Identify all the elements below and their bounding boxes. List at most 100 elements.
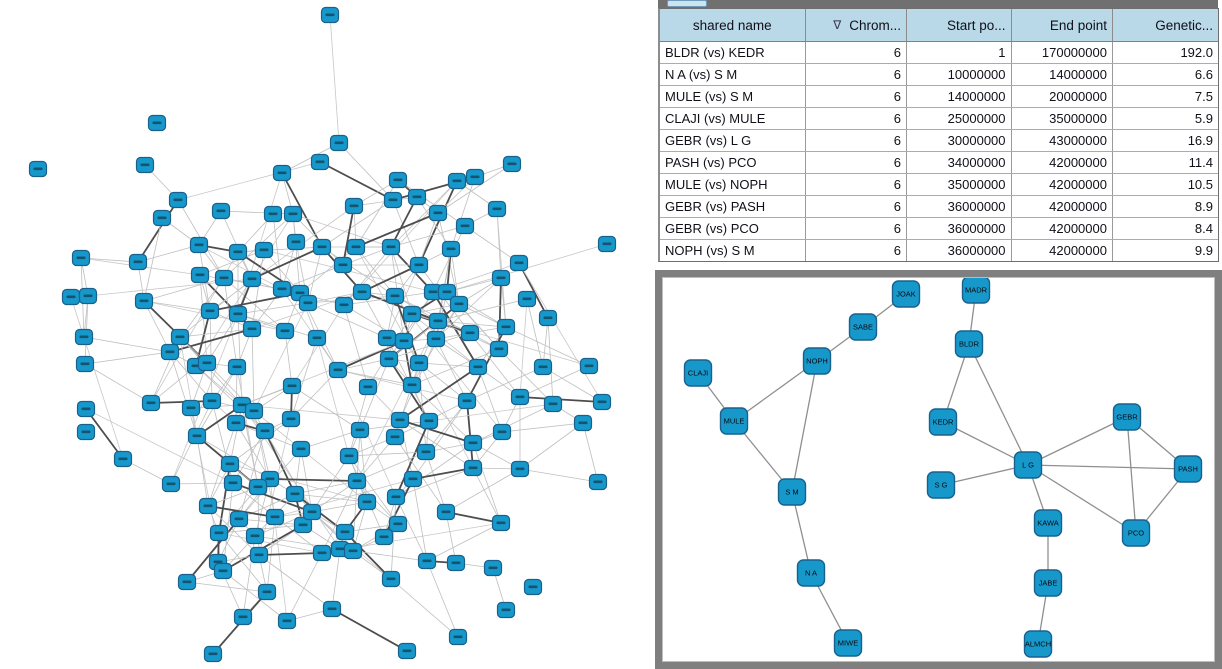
network-node[interactable]: [128, 253, 148, 271]
subnetwork-node[interactable]: KAWA: [1033, 509, 1063, 537]
network-node[interactable]: [510, 388, 530, 406]
network-node[interactable]: [423, 283, 443, 301]
network-node[interactable]: [214, 269, 234, 287]
network-node[interactable]: [449, 295, 469, 313]
network-node[interactable]: [502, 155, 522, 173]
network-node[interactable]: [170, 328, 190, 346]
network-node[interactable]: [388, 515, 408, 533]
network-node[interactable]: [291, 440, 311, 458]
network-node[interactable]: [233, 608, 253, 626]
network-node[interactable]: [386, 488, 406, 506]
network-node[interactable]: [374, 528, 394, 546]
network-node[interactable]: [312, 238, 332, 256]
network-node[interactable]: [298, 294, 318, 312]
network-node[interactable]: [496, 318, 516, 336]
network-node[interactable]: [302, 503, 322, 521]
network-node[interactable]: [344, 197, 364, 215]
network-node[interactable]: [200, 302, 220, 320]
network-node[interactable]: [402, 305, 422, 323]
network-node[interactable]: [190, 266, 210, 284]
table-row[interactable]: MULE (vs) S M 6 14000000 20000000 7.5: [660, 85, 1218, 108]
table-row[interactable]: GEBR (vs) PASH 6 36000000 42000000 8.9: [660, 195, 1218, 218]
network-node[interactable]: [147, 114, 167, 132]
subnetwork-node[interactable]: BLDR: [954, 330, 984, 358]
network-node[interactable]: [394, 332, 414, 350]
network-node[interactable]: [358, 378, 378, 396]
table-row[interactable]: BLDR (vs) KEDR 6 1 170000000 192.0: [660, 41, 1218, 64]
network-node[interactable]: [388, 171, 408, 189]
network-node[interactable]: [310, 153, 330, 171]
subnetwork-node[interactable]: PCO: [1121, 519, 1151, 547]
network-node[interactable]: [244, 402, 264, 420]
network-node[interactable]: [242, 320, 262, 338]
network-node[interactable]: [465, 168, 485, 186]
network-node[interactable]: [76, 423, 96, 441]
network-node[interactable]: [436, 503, 456, 521]
network-node[interactable]: [226, 414, 246, 432]
network-node[interactable]: [409, 256, 429, 274]
network-node[interactable]: [407, 188, 427, 206]
network-node[interactable]: [277, 612, 297, 630]
network-node[interactable]: [416, 443, 436, 461]
subnetwork-node[interactable]: GEBR: [1112, 403, 1142, 431]
table-scrollbar-track[interactable]: [658, 0, 1218, 8]
network-node[interactable]: [463, 434, 483, 452]
network-node[interactable]: [579, 357, 599, 375]
column-header-1[interactable]: ∇ Chrom...: [805, 9, 908, 42]
network-node[interactable]: [455, 217, 475, 235]
network-node[interactable]: [76, 400, 96, 418]
network-node[interactable]: [592, 393, 612, 411]
network-node[interactable]: [320, 6, 340, 24]
network-node[interactable]: [198, 497, 218, 515]
network-node[interactable]: [283, 205, 303, 223]
network-node[interactable]: [113, 450, 133, 468]
network-node[interactable]: [282, 377, 302, 395]
network-node[interactable]: [468, 358, 488, 376]
network-node[interactable]: [242, 270, 262, 288]
network-node[interactable]: [134, 292, 154, 310]
network-node[interactable]: [272, 280, 292, 298]
network-node[interactable]: [383, 191, 403, 209]
column-header-2[interactable]: Start po...: [906, 9, 1012, 42]
table-row[interactable]: GEBR (vs) L G 6 30000000 43000000 16.9: [660, 129, 1218, 152]
network-node[interactable]: [281, 410, 301, 428]
network-node[interactable]: [71, 249, 91, 267]
network-node[interactable]: [328, 361, 348, 379]
network-node[interactable]: [517, 290, 537, 308]
network-node[interactable]: [509, 254, 529, 272]
network-node[interactable]: [510, 460, 530, 478]
network-node[interactable]: [352, 283, 372, 301]
network-node[interactable]: [523, 578, 543, 596]
network-node[interactable]: [307, 329, 327, 347]
network-node[interactable]: [573, 414, 593, 432]
network-node[interactable]: [255, 422, 275, 440]
network-node[interactable]: [419, 412, 439, 430]
network-node[interactable]: [437, 283, 457, 301]
subnetwork-node[interactable]: MADR: [961, 278, 991, 304]
network-node[interactable]: [385, 287, 405, 305]
network-node[interactable]: [160, 343, 180, 361]
network-node[interactable]: [220, 455, 240, 473]
subnetwork-node[interactable]: L G: [1013, 451, 1043, 479]
network-node[interactable]: [228, 243, 248, 261]
subnetwork-node[interactable]: MULE: [719, 407, 749, 435]
network-node[interactable]: [28, 160, 48, 178]
network-node[interactable]: [487, 200, 507, 218]
column-header-4[interactable]: Genetic...: [1112, 9, 1218, 42]
network-node[interactable]: [322, 600, 342, 618]
network-node[interactable]: [227, 358, 247, 376]
network-node[interactable]: [426, 330, 446, 348]
network-node[interactable]: [533, 358, 553, 376]
subnetwork-node[interactable]: JABE: [1033, 569, 1063, 597]
network-node[interactable]: [285, 485, 305, 503]
network-node[interactable]: [177, 573, 197, 591]
network-node[interactable]: [257, 583, 277, 601]
network-node[interactable]: [203, 645, 223, 663]
network-node[interactable]: [75, 355, 95, 373]
network-node[interactable]: [489, 340, 509, 358]
network-node[interactable]: [347, 472, 367, 490]
network-node[interactable]: [245, 527, 265, 545]
network-node[interactable]: [181, 399, 201, 417]
network-node[interactable]: [538, 309, 558, 327]
